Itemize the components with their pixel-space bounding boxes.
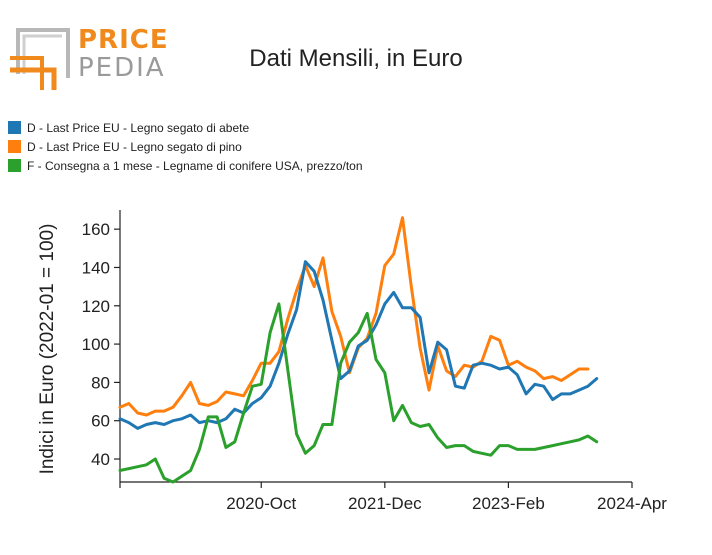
legend-label-0: D - Last Price EU - Legno segato di abet…: [27, 121, 249, 135]
series-group: [118, 216, 599, 484]
legend-swatch-1: [8, 140, 21, 153]
legend-label-2: F - Consegna a 1 mese - Legname di conif…: [27, 159, 363, 173]
logo-mark-icon: [10, 28, 70, 90]
series-line-1: [118, 216, 590, 417]
chart-title: Dati Mensili, in Euro: [249, 45, 462, 72]
y-tick-label: 60: [91, 412, 110, 431]
y-tick-label: 40: [91, 450, 110, 469]
legend: D - Last Price EU - Legno segato di abet…: [8, 121, 363, 173]
x-tick-label: 2021-Dec: [348, 494, 422, 513]
series-line-2: [118, 302, 599, 484]
y-tick-label: 80: [91, 373, 110, 392]
legend-swatch-0: [8, 121, 21, 134]
y-tick-label: 120: [82, 297, 110, 316]
x-tick-label: 2023-Feb: [472, 494, 545, 513]
x-ticks: 2020-Oct 2021-Dec 2023-Feb 2024-Apr: [119, 482, 667, 513]
logo-word-price: PRICE: [78, 25, 169, 55]
y-axis-label: Indici in Euro (2022-01 = 100): [37, 224, 58, 475]
y-ticks: 40 60 80 100 120 140 160: [82, 220, 120, 469]
legend-swatch-2: [8, 159, 21, 172]
legend-label-1: D - Last Price EU - Legno segato di pino: [27, 140, 242, 154]
pricepedia-logo: PRICE PEDIA: [10, 25, 169, 90]
logo-word-pedia: PEDIA: [78, 53, 166, 83]
x-tick-label: 2020-Oct: [226, 494, 296, 513]
y-tick-label: 100: [82, 335, 110, 354]
x-tick-label: 2024-Apr: [597, 494, 667, 513]
axes: [119, 210, 632, 483]
y-tick-label: 140: [82, 258, 110, 277]
y-tick-label: 160: [82, 220, 110, 239]
series-line-0: [118, 260, 599, 430]
